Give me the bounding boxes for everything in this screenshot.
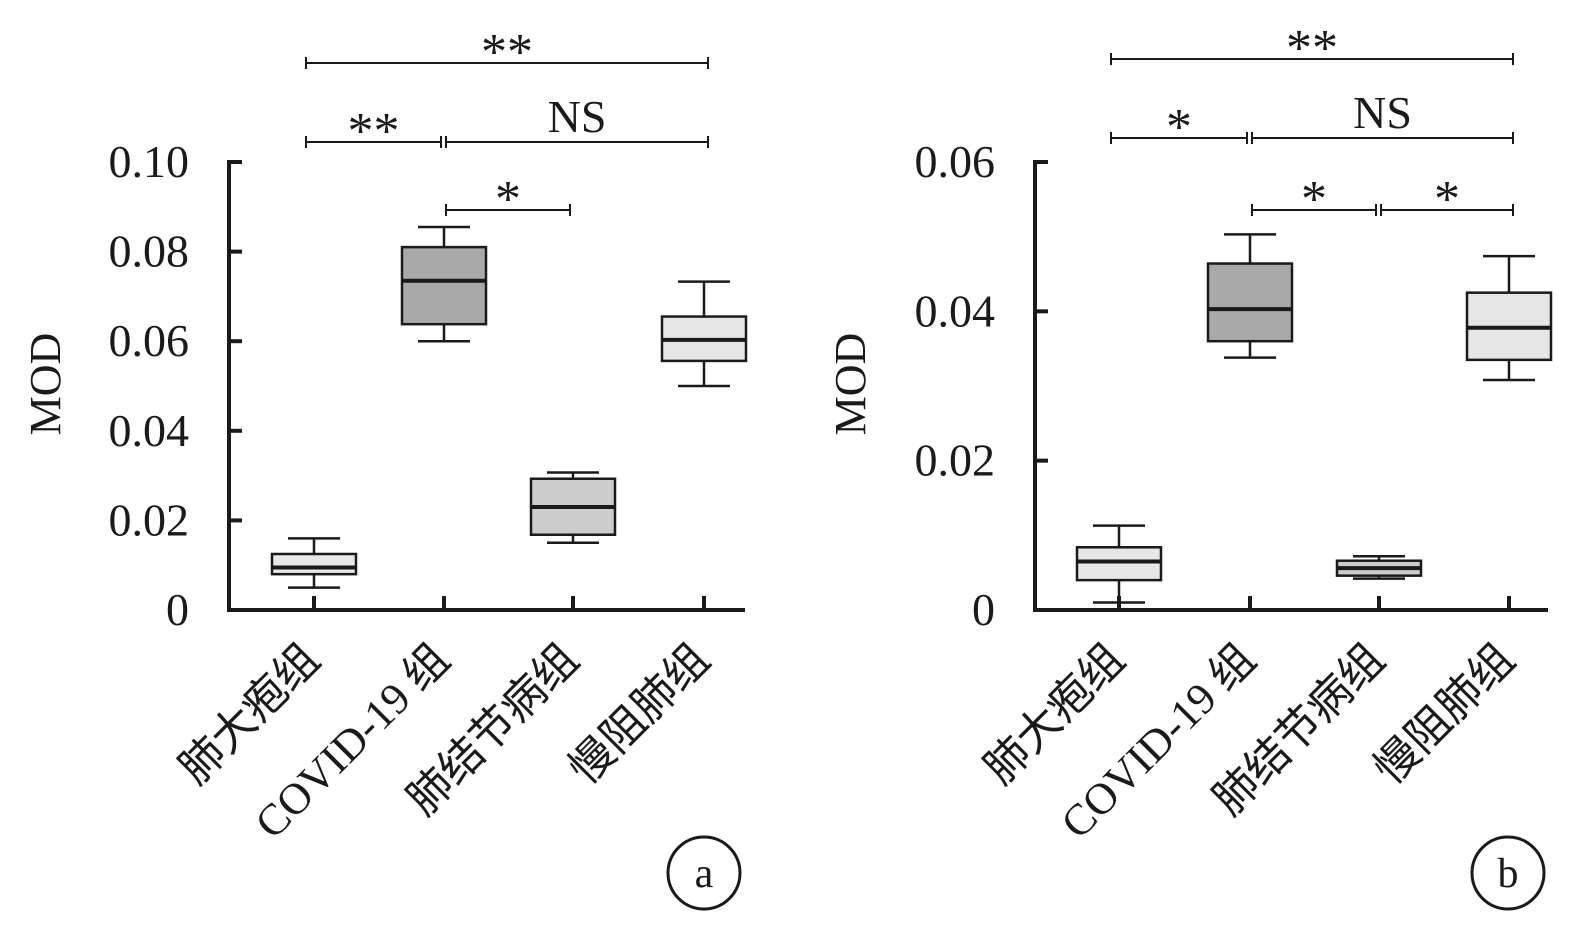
significance-star-label: ** [481, 24, 533, 81]
panel-label-circle [666, 835, 742, 911]
panel-label-circle [1470, 835, 1546, 911]
significance-star-label: * [1301, 171, 1327, 228]
iqr-box [1206, 262, 1294, 343]
box-3 [1335, 554, 1423, 580]
significance-ns-label: NS [548, 91, 607, 142]
y-tick-label: 0.06 [109, 315, 190, 366]
x-category-label: 慢阻肺组 [1365, 634, 1524, 793]
box-2 [400, 225, 488, 343]
y-axis-title: MOD [826, 333, 875, 436]
iqr-box [400, 245, 488, 326]
significance-bracket: * [1110, 99, 1248, 156]
significance-bracket: ** [1110, 20, 1514, 77]
x-category-label: 慢阻肺组 [560, 634, 719, 793]
significance-bracket: * [445, 171, 571, 228]
y-tick-label: 0.02 [915, 435, 996, 486]
significance-bracket: NS [445, 91, 709, 148]
y-tick-label: 0.06 [915, 136, 996, 187]
significance-bracket: ** [305, 24, 709, 81]
y-axis-title: MOD [21, 333, 70, 436]
box-1 [270, 537, 358, 589]
box-4 [660, 280, 748, 388]
significance-star-label: * [495, 171, 521, 228]
significance-star-label: ** [348, 103, 400, 160]
significance-bracket: NS [1251, 87, 1514, 144]
y-tick-label: 0.04 [915, 285, 996, 336]
y-tick-label: 0.02 [109, 494, 190, 545]
box-1 [1075, 524, 1163, 604]
y-tick-label: 0.10 [109, 136, 190, 187]
iqr-box [1075, 546, 1163, 582]
significance-bracket: ** [305, 103, 442, 160]
box-3 [529, 471, 617, 545]
y-tick-label: 0.08 [109, 226, 190, 277]
y-tick-label: 0 [166, 584, 189, 635]
iqr-box [270, 552, 358, 576]
y-tick-label: 0 [972, 584, 995, 635]
y-tick-label: 0.04 [109, 405, 190, 456]
box-2 [1206, 233, 1294, 359]
significance-star-label: * [1434, 171, 1460, 228]
significance-bracket: * [1380, 171, 1514, 228]
significance-ns-label: NS [1353, 87, 1412, 138]
significance-star-label: ** [1286, 20, 1338, 77]
panel-label: b [1498, 851, 1519, 897]
box-4 [1465, 254, 1553, 382]
panel-label: a [695, 851, 714, 897]
significance-star-label: * [1166, 99, 1192, 156]
significance-bracket: * [1251, 171, 1377, 228]
